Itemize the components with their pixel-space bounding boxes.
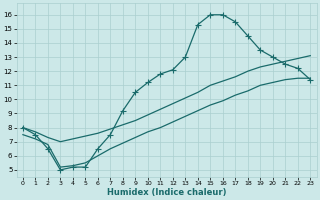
X-axis label: Humidex (Indice chaleur): Humidex (Indice chaleur) (107, 188, 226, 197)
